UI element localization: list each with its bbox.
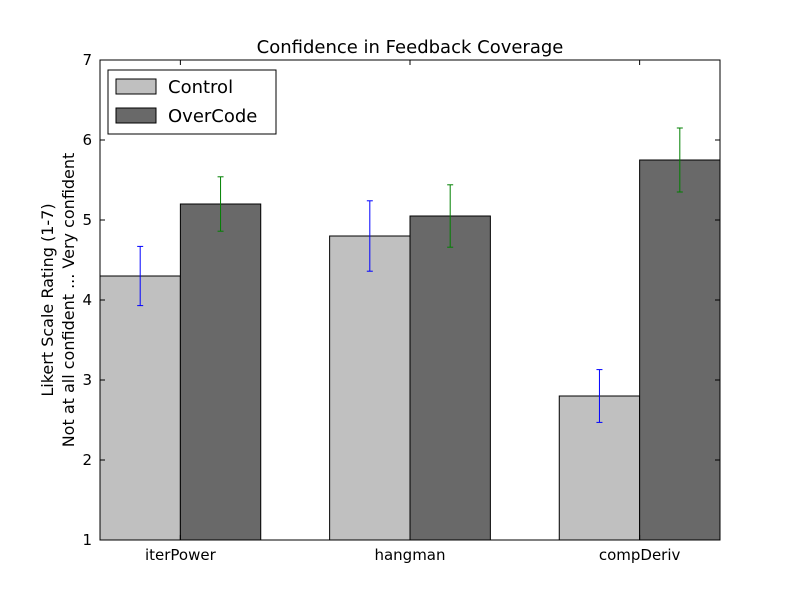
legend-label-overcode: OverCode <box>168 106 257 127</box>
y-tick-label: 7 <box>82 51 92 69</box>
y-tick-label: 4 <box>82 291 92 309</box>
error-bars-layer <box>137 127 683 423</box>
y-tick-label: 2 <box>82 451 92 469</box>
error-bar-overcode-iterpower <box>217 176 224 232</box>
legend-swatch-control <box>115 78 157 95</box>
bar-overcode-iterpower <box>179 203 262 541</box>
bar-overcode-hangman <box>409 215 491 541</box>
y-tick-label: 1 <box>82 531 92 549</box>
error-bar-control-iterpower <box>137 245 144 307</box>
y-axis-label-line2: Not at all confident ... Very confident <box>59 153 78 448</box>
error-bar-control-compderiv <box>596 369 603 423</box>
error-bar-overcode-hangman <box>447 184 454 248</box>
legend-swatch-overcode <box>115 107 157 124</box>
y-axis-label-line1: Likert Scale Rating (1-7) <box>38 203 57 396</box>
y-tick-label: 3 <box>82 371 92 389</box>
bars-layer <box>99 159 721 541</box>
x-tick-label: compDeriv <box>599 546 681 564</box>
x-tick-label: hangman <box>374 546 445 564</box>
x-tick-label: iterPower <box>145 546 217 564</box>
bar-control-iterpower <box>99 275 181 541</box>
error-bar-control-hangman <box>366 200 373 272</box>
bar-control-hangman <box>329 235 411 541</box>
y-axis: 1 2 3 4 5 6 7 <box>82 51 720 549</box>
error-bar-overcode-compderiv <box>676 127 683 193</box>
legend: Control OverCode <box>107 69 277 135</box>
y-tick-label: 5 <box>82 211 92 229</box>
bar-overcode-compderiv <box>639 159 721 541</box>
legend-label-control: Control <box>168 77 233 98</box>
chart-title: Confidence in Feedback Coverage <box>257 37 564 58</box>
y-tick-label: 6 <box>82 131 92 149</box>
x-axis: iterPower hangman compDeriv <box>145 60 681 564</box>
